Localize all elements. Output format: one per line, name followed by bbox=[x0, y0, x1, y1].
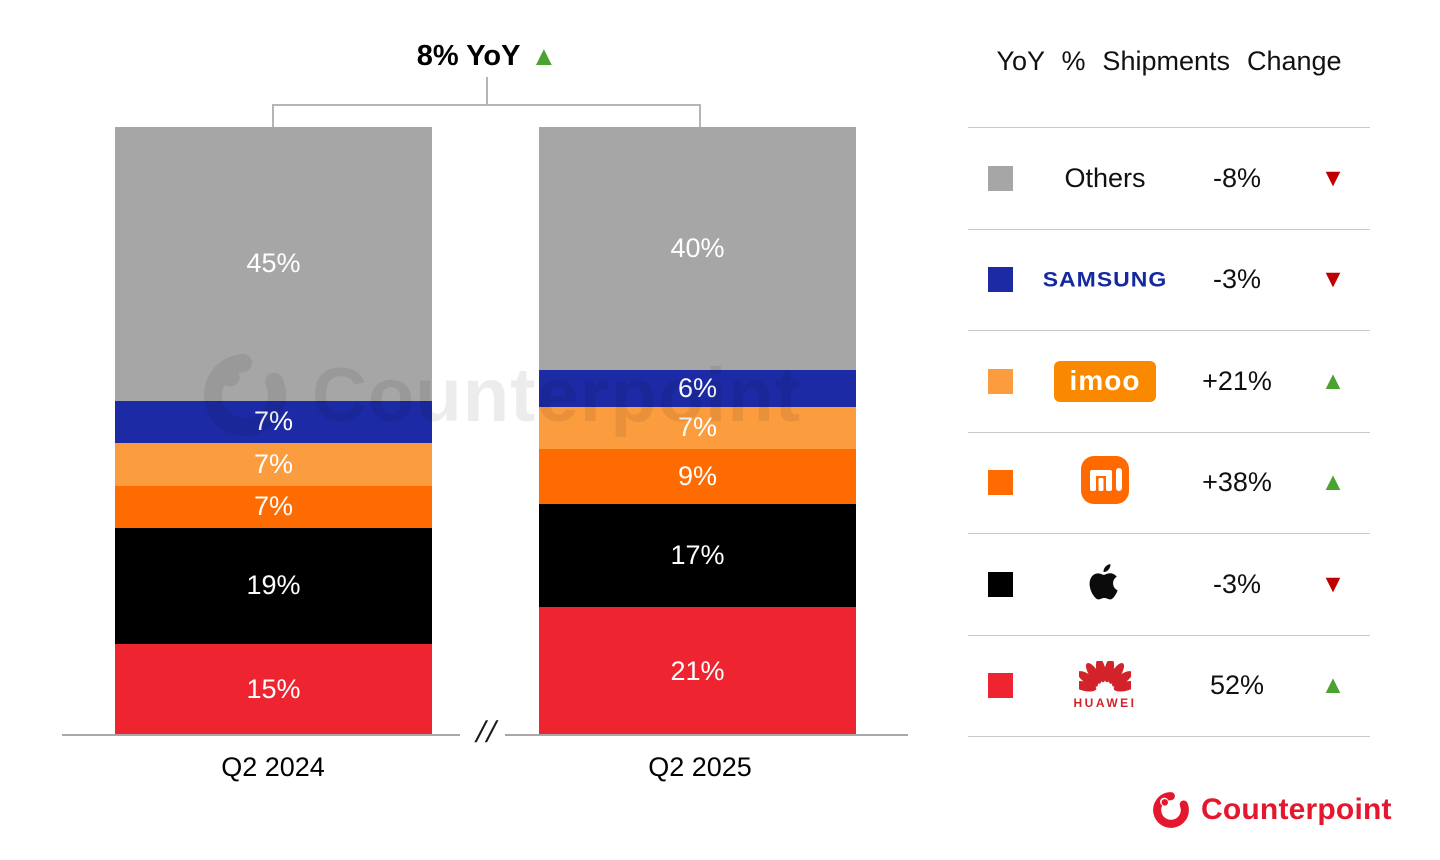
legend-row-samsung: SAMSUNG -3% ▼ bbox=[968, 230, 1370, 331]
counterpoint-logo-icon bbox=[1153, 792, 1189, 828]
yoy-change-value: -3% bbox=[1212, 568, 1261, 599]
color-swatch-apple bbox=[987, 571, 1013, 597]
huawei-logo: HUAWEI bbox=[1074, 661, 1137, 710]
color-swatch-huawei bbox=[987, 673, 1013, 699]
bar-segment-label: 7% bbox=[253, 491, 294, 522]
up-triangle-icon: ▲ bbox=[530, 41, 558, 71]
bar-segment-others: 40% bbox=[539, 127, 856, 371]
bar-segment-apple: 19% bbox=[115, 528, 432, 644]
samsung-wordmark: SAMSUNG bbox=[1042, 267, 1168, 292]
yoy-change-value: -3% bbox=[1212, 264, 1261, 295]
bar-segment-xiaomi: 7% bbox=[115, 485, 432, 529]
down-triangle-icon: ▼ bbox=[1320, 569, 1346, 598]
counterpoint-logo: Counterpoint bbox=[1150, 789, 1392, 831]
bar-segment-xiaomi: 9% bbox=[539, 449, 856, 504]
bar-segment-others: 45% bbox=[115, 127, 432, 401]
up-triangle-icon: ▲ bbox=[1320, 468, 1346, 497]
bar-segment-huawei: 21% bbox=[539, 607, 856, 735]
bar-segment-label: 15% bbox=[246, 673, 301, 704]
legend-rows: Others -8% ▼ SAMSUNG -3% ▼ imoo +21% ▲ +38% ▲ -3% ▼ H… bbox=[968, 127, 1370, 737]
brand-label-others: Others bbox=[1064, 162, 1146, 193]
bar-segment-label: 17% bbox=[670, 540, 725, 571]
bracket-line-right bbox=[699, 104, 701, 128]
bar-segment-label: 19% bbox=[246, 570, 301, 601]
x-axis-line-right bbox=[505, 734, 908, 736]
imoo-logo: imoo bbox=[1054, 360, 1156, 402]
yoy-change-value: 52% bbox=[1209, 670, 1265, 701]
bar-segment-label: 9% bbox=[677, 461, 718, 492]
bar-segment-label: 40% bbox=[670, 233, 725, 264]
chart-total-change: 8% YoY ▲ bbox=[417, 40, 557, 73]
category-label-q2-2025: Q2 2025 bbox=[648, 752, 752, 782]
color-swatch-imoo bbox=[987, 368, 1013, 394]
bar-segment-label: 7% bbox=[253, 406, 294, 437]
stacked-bar-q2-2024: 45% 7% 7% 7% 19% 15% bbox=[115, 127, 432, 735]
bracket-line-left bbox=[272, 104, 274, 128]
up-triangle-icon: ▲ bbox=[1320, 366, 1346, 395]
apple-logo bbox=[1087, 560, 1124, 609]
bar-segment-samsung: 6% bbox=[539, 370, 856, 407]
bar-segment-label: 45% bbox=[246, 248, 301, 279]
bar-segment-samsung: 7% bbox=[115, 400, 432, 444]
counterpoint-logo-text: Counterpoint bbox=[1201, 793, 1392, 826]
color-swatch-xiaomi bbox=[987, 470, 1013, 496]
bracket-line-center bbox=[486, 77, 488, 106]
bar-segment-apple: 17% bbox=[539, 503, 856, 608]
color-swatch-others bbox=[987, 165, 1013, 191]
bar-segment-imoo: 7% bbox=[115, 443, 432, 486]
axis-break-symbol: // bbox=[472, 716, 502, 749]
bar-segment-label: 7% bbox=[677, 412, 718, 443]
legend-row-huawei: HUAWEI 52% ▲ bbox=[968, 636, 1370, 737]
bar-segment-label: 7% bbox=[253, 448, 294, 479]
yoy-change-value: +21% bbox=[1202, 365, 1272, 396]
x-axis-line-left bbox=[62, 734, 460, 736]
legend-row-others: Others -8% ▼ bbox=[968, 128, 1370, 230]
color-swatch-samsung bbox=[987, 267, 1013, 293]
bar-segment-huawei: 15% bbox=[115, 643, 432, 735]
legend-row-imoo: imoo +21% ▲ bbox=[968, 331, 1370, 433]
up-triangle-icon: ▲ bbox=[1320, 671, 1346, 700]
legend-row-xiaomi: +38% ▲ bbox=[968, 433, 1370, 534]
stacked-bar-q2-2025: 40% 6% 7% 9% 17% 21% bbox=[539, 127, 856, 735]
huawei-wordmark: HUAWEI bbox=[1073, 696, 1137, 711]
yoy-change-value: -8% bbox=[1212, 162, 1261, 193]
bar-segment-label: 6% bbox=[677, 372, 718, 403]
bar-segment-imoo: 7% bbox=[539, 406, 856, 450]
down-triangle-icon: ▼ bbox=[1320, 163, 1346, 192]
legend-row-apple: -3% ▼ bbox=[968, 534, 1370, 636]
xiaomi-logo bbox=[1081, 456, 1129, 509]
bar-segment-label: 21% bbox=[670, 655, 725, 686]
category-label-q2-2024: Q2 2024 bbox=[221, 752, 325, 782]
total-change-label: 8% YoY bbox=[416, 40, 521, 72]
legend-title: YoY % Shipments Change bbox=[996, 46, 1342, 76]
yoy-change-value: +38% bbox=[1202, 467, 1272, 498]
down-triangle-icon: ▼ bbox=[1320, 265, 1346, 294]
